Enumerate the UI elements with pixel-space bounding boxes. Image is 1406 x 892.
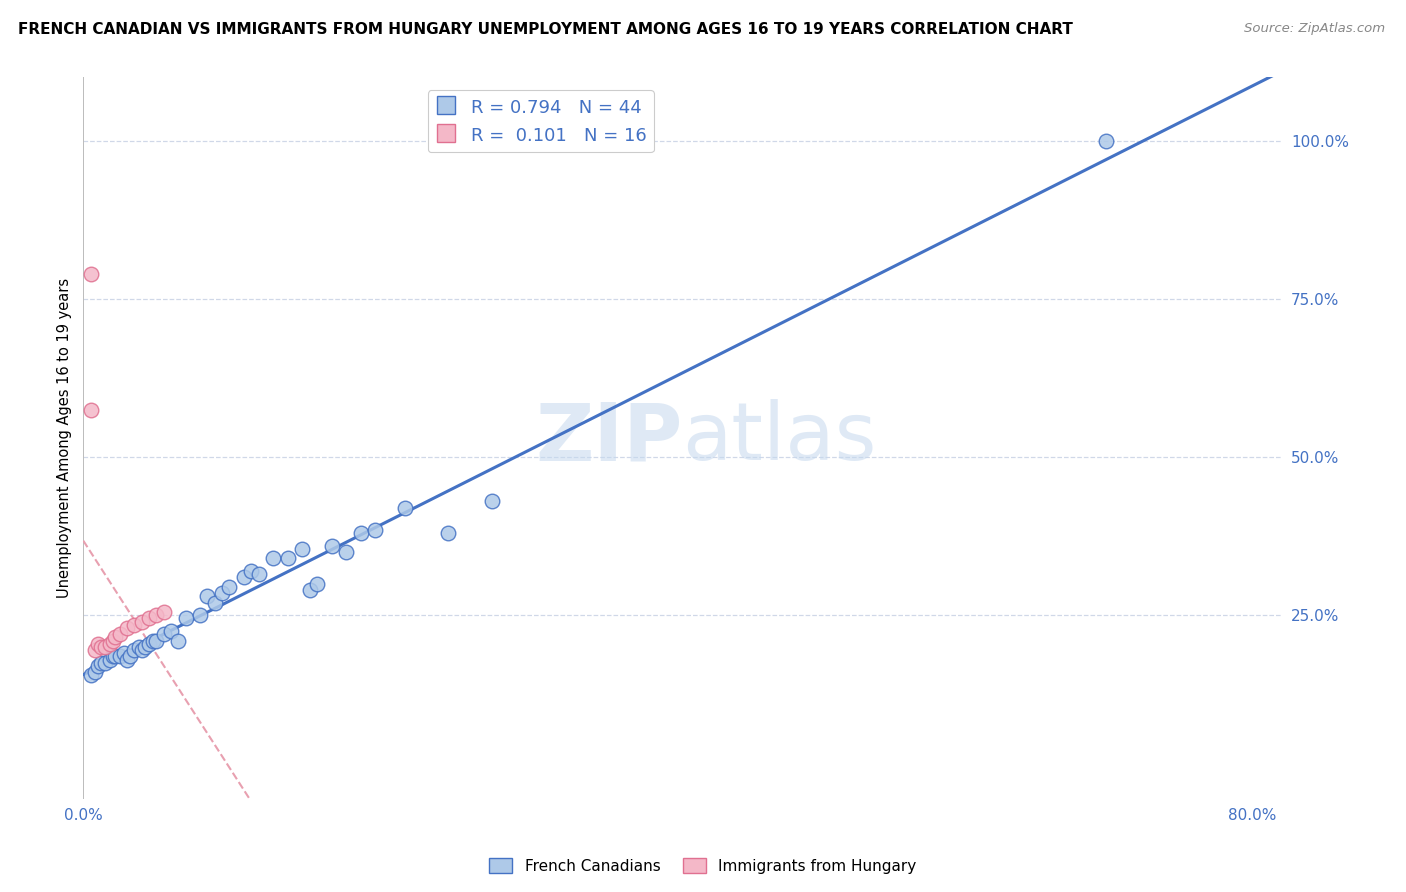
Point xyxy=(321,539,343,553)
Point xyxy=(142,633,165,648)
Point xyxy=(90,640,112,654)
Point xyxy=(115,652,138,666)
Point xyxy=(108,627,131,641)
Text: ZIP: ZIP xyxy=(534,399,682,477)
Point xyxy=(124,643,146,657)
Point xyxy=(118,649,141,664)
Point xyxy=(128,640,150,654)
Point xyxy=(131,643,153,657)
Point xyxy=(481,494,503,508)
Point xyxy=(94,656,117,670)
Point xyxy=(298,582,321,597)
Point xyxy=(218,580,240,594)
Point xyxy=(104,631,127,645)
Point xyxy=(79,267,101,281)
Point xyxy=(211,586,233,600)
Point xyxy=(233,570,256,584)
Point xyxy=(188,608,211,623)
Text: Source: ZipAtlas.com: Source: ZipAtlas.com xyxy=(1244,22,1385,36)
Point xyxy=(104,649,127,664)
Text: atlas: atlas xyxy=(682,399,876,477)
Point xyxy=(84,643,107,657)
Point xyxy=(145,633,167,648)
Point xyxy=(1094,134,1116,148)
Point xyxy=(152,627,174,641)
Legend: R = 0.794   N = 44, R =  0.101   N = 16: R = 0.794 N = 44, R = 0.101 N = 16 xyxy=(427,90,654,153)
Text: FRENCH CANADIAN VS IMMIGRANTS FROM HUNGARY UNEMPLOYMENT AMONG AGES 16 TO 19 YEAR: FRENCH CANADIAN VS IMMIGRANTS FROM HUNGA… xyxy=(18,22,1073,37)
Point xyxy=(79,668,101,682)
Point xyxy=(204,596,226,610)
Point xyxy=(350,526,373,541)
Point xyxy=(124,617,146,632)
Point xyxy=(87,659,110,673)
Point xyxy=(101,633,124,648)
Point xyxy=(131,615,153,629)
Point xyxy=(394,500,416,515)
Point xyxy=(364,523,387,537)
Point xyxy=(160,624,183,638)
Point xyxy=(262,551,284,566)
Point xyxy=(167,633,190,648)
Point xyxy=(240,564,263,578)
Point xyxy=(101,649,124,664)
Point xyxy=(98,637,121,651)
Point xyxy=(247,567,270,582)
Point xyxy=(94,640,117,654)
Point xyxy=(112,646,135,660)
Point xyxy=(87,637,110,651)
Point xyxy=(98,652,121,666)
Point xyxy=(145,608,167,623)
Point xyxy=(437,526,460,541)
Point xyxy=(79,402,101,417)
Point xyxy=(305,576,328,591)
Point xyxy=(134,640,156,654)
Point xyxy=(277,551,299,566)
Y-axis label: Unemployment Among Ages 16 to 19 years: Unemployment Among Ages 16 to 19 years xyxy=(58,278,72,599)
Point xyxy=(138,637,160,651)
Point xyxy=(90,656,112,670)
Point xyxy=(174,611,197,625)
Legend: French Canadians, Immigrants from Hungary: French Canadians, Immigrants from Hungar… xyxy=(484,852,922,880)
Point xyxy=(115,621,138,635)
Point xyxy=(152,605,174,619)
Point xyxy=(335,545,357,559)
Point xyxy=(108,649,131,664)
Point xyxy=(84,665,107,680)
Point xyxy=(197,589,219,603)
Point xyxy=(138,611,160,625)
Point xyxy=(291,541,314,556)
